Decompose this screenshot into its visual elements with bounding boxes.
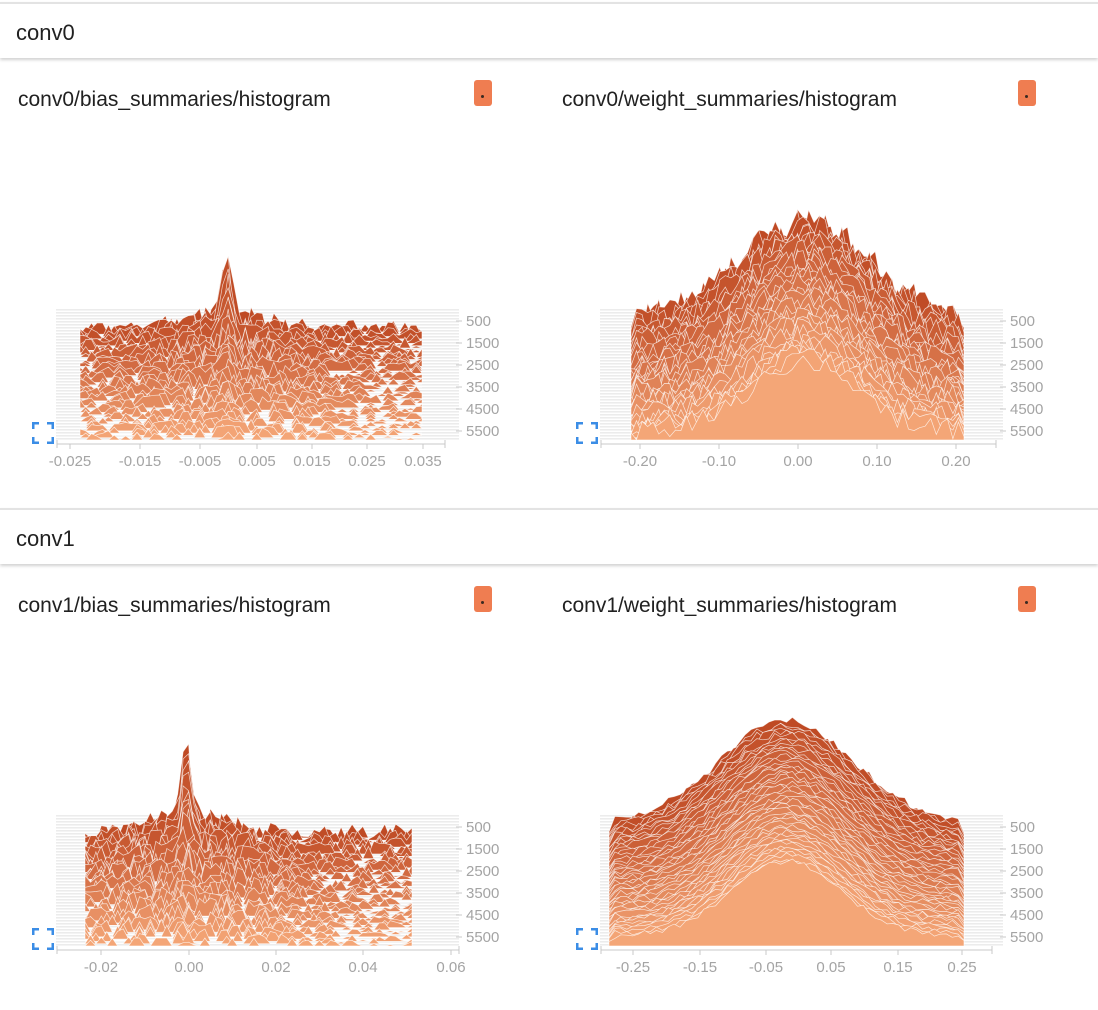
y-tick-label: 3500 xyxy=(466,379,499,396)
y-tick-label: 2500 xyxy=(1010,863,1043,880)
histogram-card: conv1/weight_summaries/histogram 500 1500… xyxy=(544,570,1088,1010)
histogram-layer xyxy=(79,303,423,347)
x-tick-label: -0.15 xyxy=(683,959,717,976)
x-tick-label: 0.02 xyxy=(261,959,290,976)
y-tick-label: 500 xyxy=(466,819,491,836)
y-tick-label: 5500 xyxy=(466,929,499,946)
x-tick-label: 0.06 xyxy=(436,959,465,976)
x-tick-label: -0.10 xyxy=(702,453,736,470)
x-tick-label: 0.25 xyxy=(947,959,976,976)
histogram-stripe xyxy=(56,815,459,817)
y-tick-label: 4500 xyxy=(466,907,499,924)
histogram-chart: 500 1500 2500 3500 4500 5500 -0.02 0.00 0.02 0.04… xyxy=(56,742,499,976)
y-tick-label: 500 xyxy=(1010,313,1035,330)
y-tick-label: 2500 xyxy=(466,357,499,374)
histogram-layer xyxy=(80,411,423,427)
y-tick-label: 2500 xyxy=(466,863,499,880)
histogram-card: conv0/weight_summaries/histogram 500 1500… xyxy=(544,64,1088,504)
x-tick-label: -0.05 xyxy=(749,959,783,976)
x-tick-label: 0.20 xyxy=(941,453,970,470)
histogram-layer xyxy=(80,418,422,434)
histogram-card: conv0/bias_summaries/histogram 500 1500 25… xyxy=(0,64,544,504)
y-tick-label: 5500 xyxy=(466,423,499,440)
x-tick-label: 0.05 xyxy=(816,959,845,976)
y-tick-label: 3500 xyxy=(1010,379,1043,396)
x-tick-label: -0.25 xyxy=(616,959,650,976)
card-menu-button[interactable] xyxy=(1018,80,1036,106)
histogram-layer xyxy=(79,423,423,436)
histogram-layers xyxy=(83,742,414,947)
histogram-stripe xyxy=(56,827,459,829)
histogram-layer xyxy=(79,394,423,414)
histogram-layer xyxy=(85,849,413,888)
histogram-card: conv1/bias_summaries/histogram 500 1500 25… xyxy=(0,570,544,1010)
histogram-chart: 500 1500 2500 3500 4500 5500 -0.025 -0.015 -0.00… xyxy=(49,256,499,470)
y-tick-label: 2500 xyxy=(1010,357,1043,374)
fullscreen-icon[interactable] xyxy=(31,421,55,445)
histogram-stripe xyxy=(56,309,459,311)
histogram-layer xyxy=(84,921,413,940)
histogram-stripe xyxy=(56,932,459,934)
y-tick-label: 500 xyxy=(466,313,491,330)
y-tick-label: 1500 xyxy=(1010,335,1043,352)
x-tick-label: 0.00 xyxy=(783,453,812,470)
y-tick-label: 500 xyxy=(1010,819,1035,836)
histogram-layers xyxy=(608,716,965,947)
histogram-layer xyxy=(84,937,413,947)
card-title: conv0/bias_summaries/histogram xyxy=(18,88,331,111)
x-tick-label: 0.025 xyxy=(348,453,386,470)
y-tick-label: 4500 xyxy=(466,401,499,418)
histogram-layer xyxy=(80,314,423,361)
y-tick-label: 1500 xyxy=(466,335,499,352)
y-tick-label: 5500 xyxy=(1010,423,1043,440)
group-title: conv0 xyxy=(16,20,75,45)
histogram-layers xyxy=(78,256,424,441)
fullscreen-icon-glyph xyxy=(31,421,55,445)
x-tick-label: -0.015 xyxy=(119,453,162,470)
x-tick-label: 0.00 xyxy=(174,959,203,976)
histogram-stripe xyxy=(56,821,459,823)
y-tick-label: 4500 xyxy=(1010,401,1043,418)
histogram-layer xyxy=(80,431,422,441)
histogram-layer xyxy=(85,915,413,931)
histogram-chart: 500 1500 2500 3500 4500 5500 -0.20 -0.10 0.00 0.1… xyxy=(600,208,1043,470)
fullscreen-icon-glyph xyxy=(575,927,599,951)
card-title: conv1/weight_summaries/histogram xyxy=(562,594,897,617)
x-tick-label: -0.005 xyxy=(179,453,222,470)
fullscreen-icon[interactable] xyxy=(575,421,599,445)
histogram-chart: 500 1500 2500 3500 4500 5500 -0.25 -0.15 -0.05 0.… xyxy=(600,716,1043,976)
group-header-conv1[interactable]: conv1 xyxy=(0,508,1098,564)
card-title: conv0/weight_summaries/histogram xyxy=(562,88,897,111)
x-tick-label: -0.02 xyxy=(84,959,118,976)
x-tick-label: 0.10 xyxy=(862,453,891,470)
x-tick-label: 0.005 xyxy=(238,453,276,470)
y-tick-label: 5500 xyxy=(1010,929,1043,946)
card-menu-button[interactable] xyxy=(474,586,492,612)
histogram-stripe xyxy=(56,824,459,826)
y-tick-label: 4500 xyxy=(1010,907,1043,924)
group-header-conv0[interactable]: conv0 xyxy=(0,2,1098,58)
x-tick-label: 0.04 xyxy=(348,959,377,976)
card-menu-button[interactable] xyxy=(1018,586,1036,612)
histogram-layers xyxy=(630,208,965,441)
fullscreen-icon[interactable] xyxy=(31,927,55,951)
card-title: conv1/bias_summaries/histogram xyxy=(18,594,331,617)
x-tick-label: 0.015 xyxy=(293,453,331,470)
fullscreen-icon-glyph xyxy=(575,421,599,445)
histogram-stripe xyxy=(56,818,459,820)
histogram-layer xyxy=(630,355,965,441)
card-menu-button[interactable] xyxy=(474,80,492,106)
y-tick-label: 3500 xyxy=(466,885,499,902)
x-tick-label: -0.20 xyxy=(623,453,657,470)
fullscreen-icon-glyph xyxy=(31,927,55,951)
fullscreen-icon[interactable] xyxy=(575,927,599,951)
y-tick-label: 1500 xyxy=(1010,841,1043,858)
y-tick-label: 1500 xyxy=(466,841,499,858)
group-title: conv1 xyxy=(16,526,75,551)
histogram-layer xyxy=(608,858,965,947)
x-tick-label: 0.15 xyxy=(883,959,912,976)
x-tick-label: -0.025 xyxy=(49,453,92,470)
x-tick-label: 0.035 xyxy=(404,453,442,470)
y-tick-label: 3500 xyxy=(1010,885,1043,902)
